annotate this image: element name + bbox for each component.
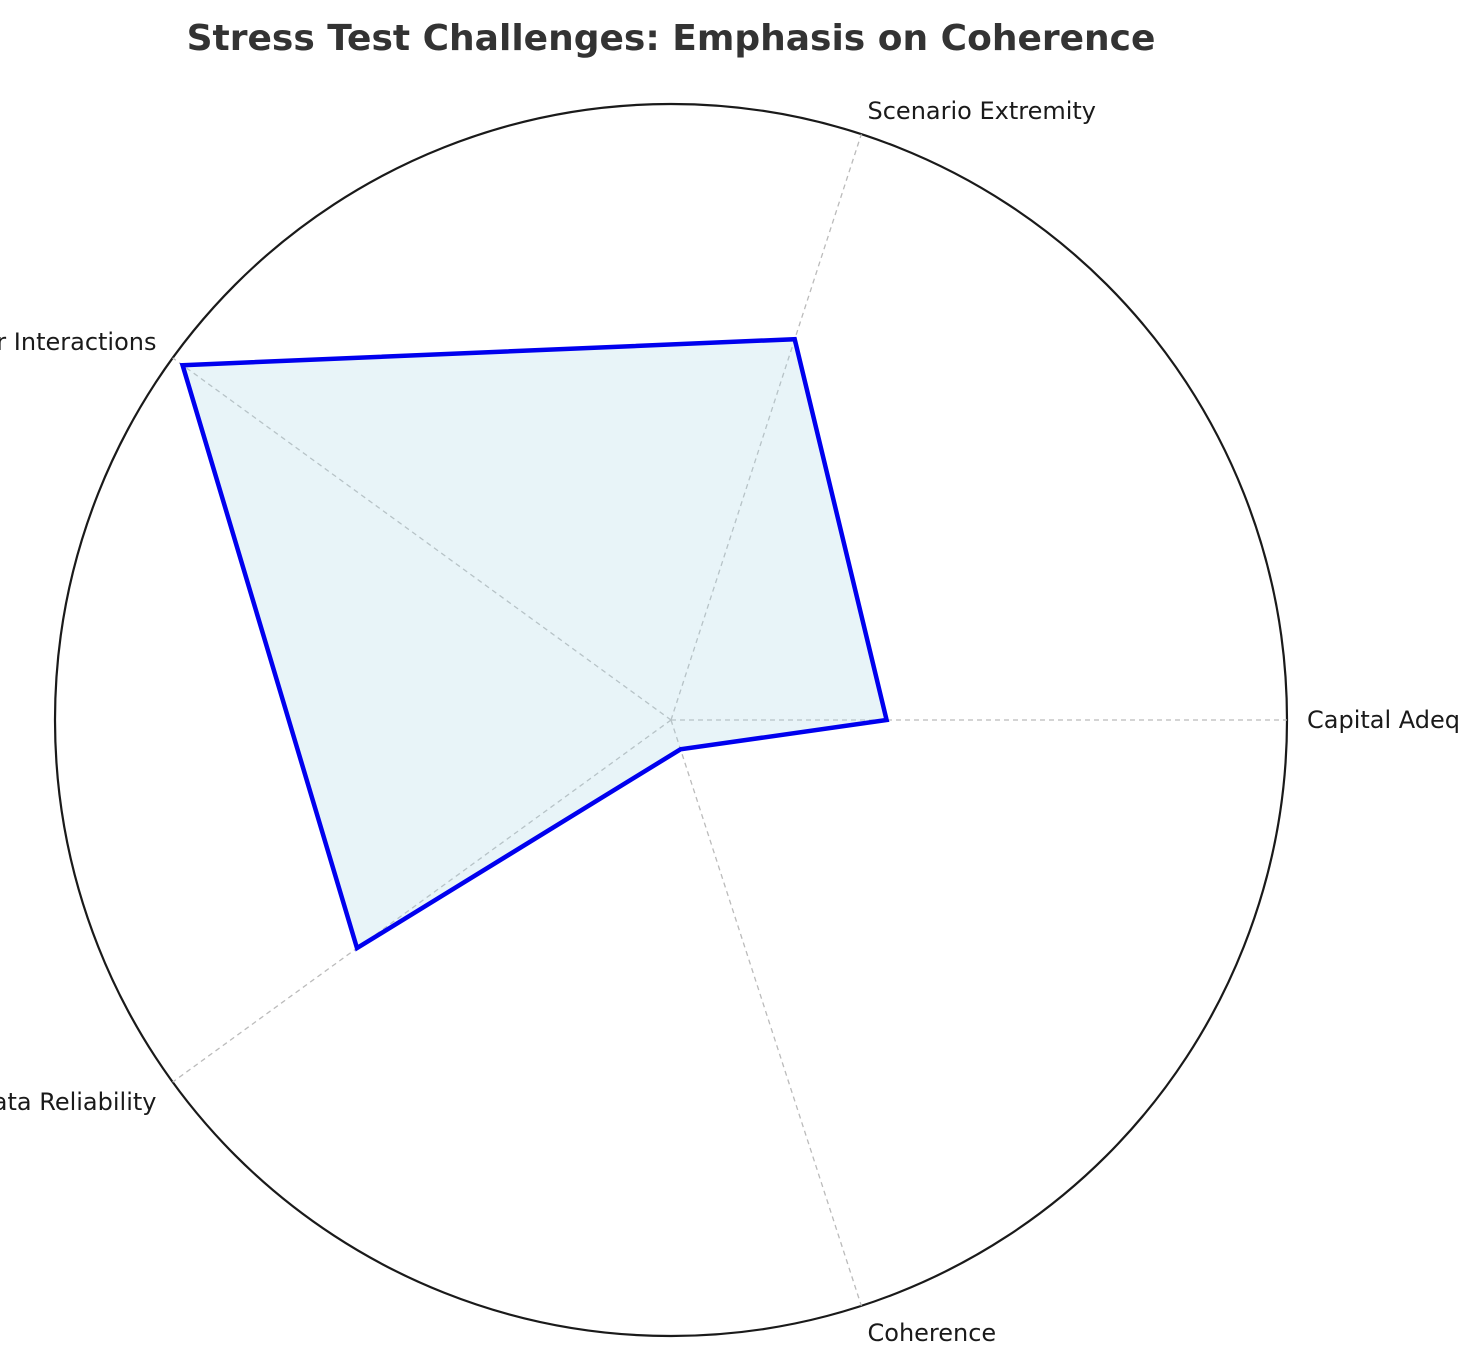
gridline-scenario-extremity [670, 133, 862, 721]
axis-label-coherence: Coherence [868, 1319, 997, 1347]
axis-label-capital-adequacy: Capital Adequacy [1307, 706, 1458, 734]
gridline-coherence [670, 719, 862, 1307]
gridline-factor-interactions [172, 357, 672, 721]
axis-label-scenario-extremity: Scenario Extremity [868, 97, 1097, 125]
series-area-fill [182, 339, 887, 949]
radial-gridlines [172, 133, 1287, 1307]
axis-label-factor-interactions: Factor Interactions [0, 328, 157, 356]
series-layer [179, 336, 890, 952]
axis-labels: Capital Adequacy Scenario Extremity Factor… [0, 97, 1458, 1347]
chart-title: Stress Test Challenges: Emphasis on Cohe… [187, 18, 1156, 59]
gridline-data-reliability [172, 719, 672, 1083]
series-line [179, 336, 890, 952]
axis-label-data-reliability: Data Reliability [0, 1088, 157, 1116]
